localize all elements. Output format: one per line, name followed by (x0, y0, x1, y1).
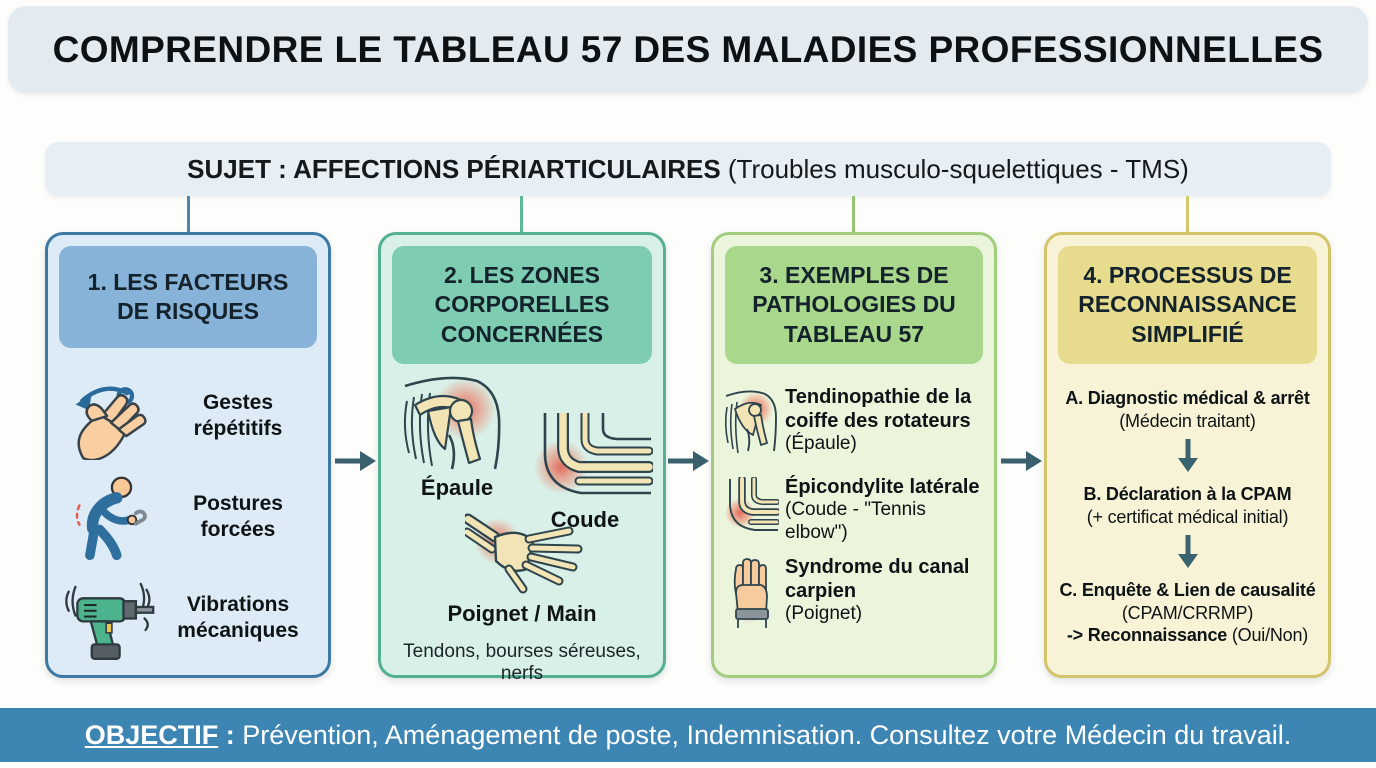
pathology-lateral-epicondylitis: Épicondylite latérale (Coude - "Tennis e… (723, 475, 985, 545)
panel2-footnote: Tendons, bourses séreuses, nerfs (403, 641, 641, 684)
page-title: COMPRENDRE LE TABLEAU 57 DES MALADIES PR… (52, 28, 1324, 70)
panel-body-zones: 2. LES ZONES CORPORELLES CONCERNÉES (378, 232, 666, 684)
pathology-rotator-cuff: Tendinopathie de la coiffe des rotateurs… (723, 385, 985, 465)
panel-recognition-process: 4. PROCESSUS DE RECONNAISSANCE SIMPLIFIÉ… (1044, 232, 1331, 678)
elbow-pathology-icon (723, 477, 779, 539)
pathology-name: Épicondylite latérale (785, 476, 980, 498)
bent-worker-icon (56, 473, 164, 561)
shoulder-pathology-icon (723, 387, 779, 465)
subject-bold-text: SUJET : AFFECTIONS PÉRIARTICULAIRES (187, 153, 721, 184)
step-b-title: B. Déclaration à la CPAM (1083, 484, 1292, 504)
footer-separator: : (218, 719, 243, 750)
step-c-title: C. Enquête & Lien de causalité (1059, 580, 1316, 600)
pathology-detail: (Épaule) (785, 433, 857, 454)
right-arrow-icon (666, 446, 710, 481)
panel4-title: 4. PROCESSUS DE RECONNAISSANCE SIMPLIFIÉ (1058, 246, 1317, 364)
panel-risk-factors: 1. LES FACTEURS DE RISQUES (45, 232, 331, 678)
step-a-title: A. Diagnostic médical & arrêt (1065, 388, 1310, 408)
zone-label-shoulder: Épaule (420, 475, 494, 500)
page-title-bar: COMPRENDRE LE TABLEAU 57 DES MALADIES PR… (8, 6, 1368, 93)
step-c-result: -> Reconnaissance (1066, 625, 1228, 645)
process-step-b: B. Déclaration à la CPAM (+ certificat m… (1055, 483, 1320, 528)
connector-line-panel4 (1186, 196, 1189, 233)
objective-footer-bar: OBJECTIF : Prévention, Aménagement de po… (0, 708, 1376, 762)
shoulder-anatomy-icon (397, 369, 515, 476)
panel3-title: 3. EXEMPLES DE PATHOLOGIES DU TABLEAU 57 (725, 246, 983, 364)
elbow-anatomy-icon (525, 407, 655, 510)
step-c-detail: (CPAM/CRRMP) (1121, 602, 1254, 623)
step-a-detail: (Médecin traitant) (1119, 410, 1256, 431)
pathology-carpal-tunnel: Syndrome du canal carpien (Poignet) (723, 555, 985, 629)
carpal-tunnel-hand-icon (723, 557, 779, 629)
panel-pathology-examples: 3. EXEMPLES DE PATHOLOGIES DU TABLEAU 57 (711, 232, 997, 678)
step-b-detail: (+ certificat médical initial) (1086, 506, 1289, 527)
subject-bar: SUJET : AFFECTIONS PÉRIARTICULAIRES (Tro… (45, 142, 1331, 196)
process-step-a: A. Diagnostic médical & arrêt (Médecin t… (1055, 387, 1320, 432)
repetitive-gesture-hand-icon (56, 372, 164, 460)
connector-line-panel2 (520, 196, 523, 233)
risk-item-label: Postures forcées (193, 491, 283, 541)
process-step-c: C. Enquête & Lien de causalité (CPAM/CRR… (1055, 579, 1320, 647)
connector-line-panel3 (852, 196, 855, 233)
pathology-name: Syndrome du canal carpien (785, 555, 970, 602)
risk-item-repetitive-gestures: Gestes répétitifs (56, 367, 320, 464)
risk-item-label: Gestes répétitifs (193, 390, 283, 440)
pathology-detail: (Coude - "Tennis elbow") (785, 499, 926, 543)
risk-item-mechanical-vibrations: Vibrations mécaniques (56, 569, 320, 666)
footer-objective-label: OBJECTIF (84, 719, 219, 750)
down-arrow-icon (1175, 437, 1201, 478)
vibrating-drill-icon (56, 572, 164, 664)
risk-item-label: Vibrations mécaniques (177, 592, 299, 642)
step-c-result-detail: (Oui/Non) (1227, 625, 1309, 645)
zone-label-wrist-hand: Poignet / Main (447, 601, 597, 626)
pathology-detail: (Poignet) (785, 602, 863, 624)
pathology-name: Tendinopathie de la coiffe des rotateurs (785, 386, 972, 432)
right-arrow-icon (333, 446, 377, 481)
subject-regular-text: (Troubles musculo-squelettiques - TMS) (720, 153, 1189, 184)
footer-text: Prévention, Aménagement de poste, Indemn… (242, 719, 1292, 750)
right-arrow-icon (999, 446, 1043, 481)
connector-line-panel1 (187, 196, 190, 233)
panel2-title: 2. LES ZONES CORPORELLES CONCERNÉES (392, 246, 652, 364)
wrist-hand-anatomy-icon (462, 513, 591, 604)
risk-item-forced-postures: Postures forcées (56, 468, 320, 565)
down-arrow-icon (1175, 533, 1201, 574)
panel1-title: 1. LES FACTEURS DE RISQUES (59, 246, 317, 348)
